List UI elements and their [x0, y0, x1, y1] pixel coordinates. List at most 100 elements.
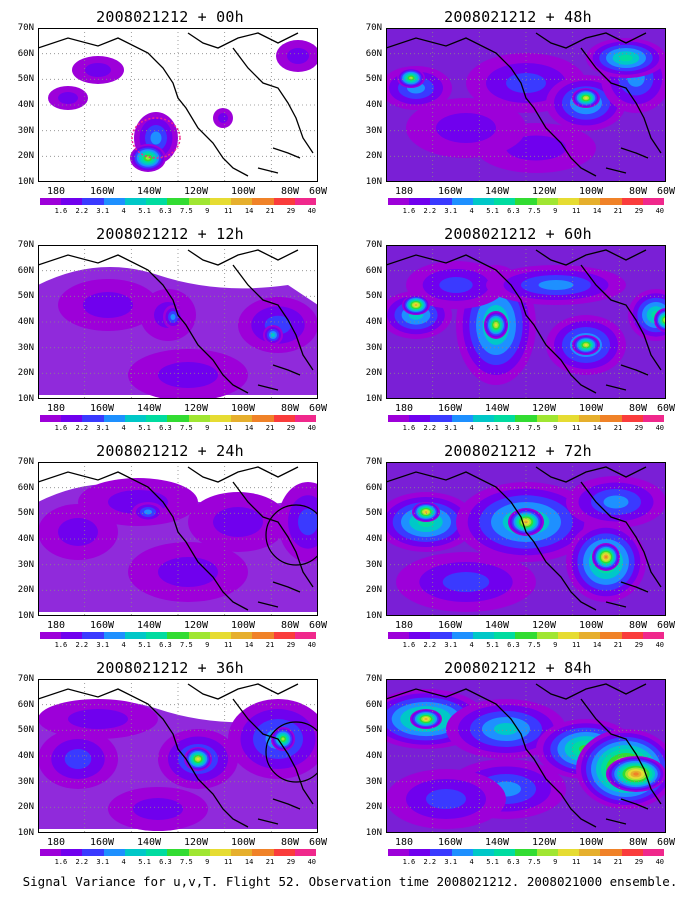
lon-tick-label: 120W	[531, 403, 557, 414]
colorbar-labels: 1.6 2.2 3.1 4 5.1 6.3 7.5 9 11 14 21 29 40	[388, 858, 664, 868]
panel-title: 2008021212 + 12h	[96, 225, 244, 243]
lat-tick-label: 30N	[365, 342, 382, 353]
lat-tick-label: 70N	[365, 674, 382, 684]
lon-tick-label: 140W	[484, 186, 510, 197]
lat-tick-label: 20N	[365, 585, 382, 596]
colorbar-swatch	[621, 198, 643, 205]
colorbar-swatch	[188, 632, 210, 639]
colorbar-swatch	[430, 632, 452, 639]
colorbar-swatch	[409, 415, 431, 422]
lon-tick-label: 160W	[437, 403, 463, 414]
colorbar-swatch	[515, 849, 537, 856]
lon-tick-label: 100W	[578, 837, 604, 848]
colorbar-swatch	[231, 849, 253, 856]
lat-tick-label: 50N	[17, 725, 34, 736]
colorbar-labels: 1.6 2.2 3.1 4 5.1 6.3 7.5 9 11 14 21 29 40	[40, 424, 316, 434]
colorbar-tick-label: 4	[469, 207, 474, 215]
lat-tick-label: 60N	[17, 265, 34, 276]
colorbar-labels: 1.6 2.2 3.1 4 5.1 6.3 7.5 9 11 14 21 29 40	[40, 207, 316, 217]
colorbar-swatch	[409, 632, 431, 639]
colorbar-swatch	[536, 198, 558, 205]
variance-field	[386, 28, 666, 182]
panel-title: 2008021212 + 48h	[444, 8, 592, 26]
colorbar-tick-label: 40	[307, 424, 317, 432]
lat-tick-label: 20N	[17, 151, 34, 162]
colorbar-tick-label: 3.1	[96, 207, 110, 215]
lon-tick-label: 80W	[280, 186, 300, 197]
lat-tick-label: 40N	[365, 317, 382, 327]
colorbar-swatch	[642, 849, 665, 856]
coastline	[386, 466, 662, 611]
lon-tick-label: 80W	[628, 837, 648, 848]
lon-tick-label: 180	[394, 186, 414, 197]
colorbar-labels: 1.6 2.2 3.1 4 5.1 6.3 7.5 9 11 14 21 29 40	[388, 207, 664, 217]
lon-tick-label: 100W	[230, 620, 256, 631]
colorbar-tick-label: 7.5	[528, 858, 541, 866]
colorbar-tick-label: 9	[205, 424, 210, 432]
colorbar-tick-label: 1.6	[54, 858, 68, 866]
colorbar-tick-label: 1.6	[402, 424, 416, 432]
lon-tick-label: 60W	[656, 186, 676, 197]
lat-tick-label: 30N	[17, 776, 34, 787]
lat-tick-label: 50N	[365, 725, 382, 736]
colorbar-tick-label: 6.3	[159, 207, 172, 215]
colorbar-tick-label: 9	[553, 858, 558, 866]
colorbar-tick-label: 5.1	[138, 858, 151, 866]
colorbar-swatch	[103, 632, 125, 639]
colorbar-tick-label: 40	[307, 858, 317, 866]
colorbar-tick-label: 1.6	[54, 207, 68, 215]
colorbar-swatch	[82, 198, 104, 205]
colorbar-tick-label: 3.1	[96, 641, 110, 649]
figure-caption: Signal Variance for u,v,T. Flight 52. Ob…	[22, 874, 678, 889]
lon-tick-label: 80W	[280, 620, 300, 631]
lon-tick-label: 100W	[230, 186, 256, 197]
colorbar-tick-label: 3.1	[444, 641, 458, 649]
colorbar-swatch	[146, 415, 168, 422]
colorbar-tick-label: 4	[121, 207, 126, 215]
panel-title: 2008021212 + 36h	[96, 659, 244, 677]
colorbar-swatch	[642, 632, 665, 639]
colorbar-swatch	[600, 849, 622, 856]
colorbar-tick-label: 1.6	[402, 641, 416, 649]
colorbar	[388, 632, 665, 639]
lat-tick-label: 10N	[17, 611, 34, 621]
lat-tick-label: 30N	[17, 125, 34, 136]
colorbar-swatch	[388, 198, 410, 205]
map-area: 70N 60N 50N 40N 30N 20N 10N 180 160W 140W 120W 100W…	[18, 23, 327, 197]
lon-tick-label: 120W	[183, 837, 209, 848]
colorbar-swatch	[388, 849, 410, 856]
lon-tick-label: 120W	[183, 403, 209, 414]
colorbar-swatch	[209, 198, 232, 205]
coastline	[386, 249, 662, 394]
colorbar-swatch	[536, 632, 558, 639]
colorbar-swatch	[621, 415, 643, 422]
lat-tick-label: 60N	[17, 48, 34, 59]
colorbar-swatch	[579, 632, 601, 639]
colorbar-swatch	[536, 415, 558, 422]
colorbar-swatch	[103, 849, 125, 856]
colorbar-tick-label: 29	[286, 207, 296, 215]
colorbar-labels: 1.6 2.2 3.1 4 5.1 6.3 7.5 9 11 14 21 29 40	[40, 858, 316, 868]
lon-tick-label: 80W	[280, 403, 300, 414]
lon-tick-label: 160W	[89, 620, 115, 631]
colorbar-swatch	[515, 415, 537, 422]
lat-tick-label: 10N	[17, 394, 34, 404]
panel-title: 2008021212 + 84h	[444, 659, 592, 677]
colorbar-tick-label: 2.2	[75, 858, 89, 866]
colorbar-tick-label: 7.5	[180, 641, 193, 649]
colorbar-swatch	[146, 632, 168, 639]
colorbar-tick-label: 29	[634, 424, 644, 432]
colorbar	[40, 198, 317, 205]
lat-tick-label: 40N	[365, 534, 382, 544]
colorbar-tick-label: 6.3	[159, 424, 172, 432]
colorbar-swatch	[252, 198, 274, 205]
colorbar-tick-label: 14	[592, 207, 602, 215]
lon-tick-label: 160W	[89, 186, 115, 197]
colorbar-swatch	[40, 415, 62, 422]
colorbar-tick-label: 14	[244, 424, 254, 432]
lat-tick-label: 50N	[17, 74, 34, 85]
colorbar-labels: 1.6 2.2 3.1 4 5.1 6.3 7.5 9 11 14 21 29 40	[388, 641, 664, 651]
colorbar-tick-label: 1.6	[54, 641, 68, 649]
lon-tick-label: 80W	[628, 620, 648, 631]
colorbar-tick-label: 11	[571, 858, 581, 866]
